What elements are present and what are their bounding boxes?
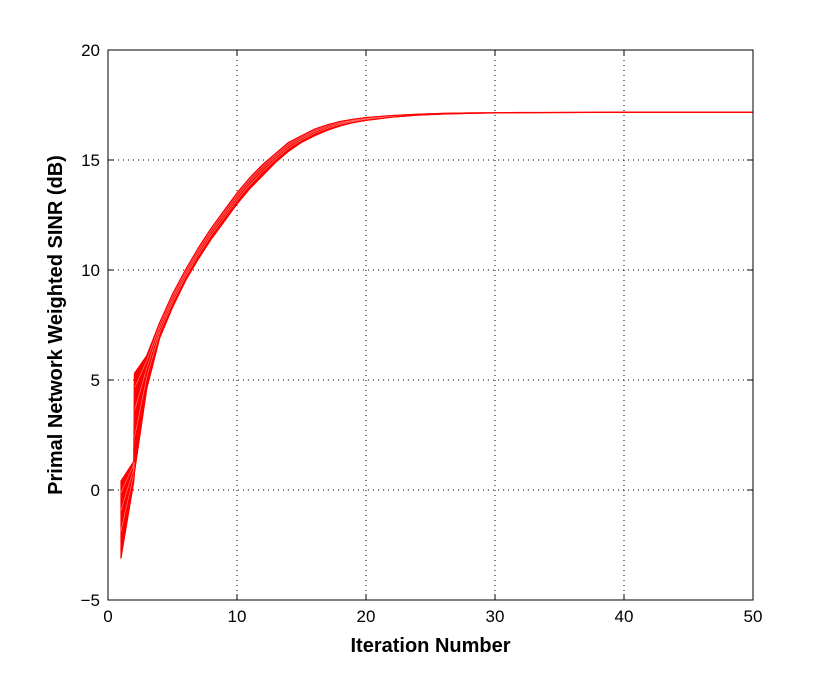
- x-tick-label: 50: [744, 607, 763, 626]
- plot-frame: [107, 49, 754, 601]
- x-axis-label: Iteration Number: [350, 635, 510, 657]
- series-line: [120, 111, 753, 559]
- y-tick-label: 0: [91, 481, 100, 500]
- y-tick-label: −5: [81, 591, 100, 610]
- y-tick-label: 5: [91, 371, 100, 390]
- grid: [108, 50, 753, 600]
- x-tick-label: 40: [615, 607, 634, 626]
- y-tick-label: 10: [81, 261, 100, 280]
- y-axis-label: Primal Network Weighted SINR (dB): [45, 155, 67, 495]
- x-tick-label: 10: [228, 607, 247, 626]
- y-tick-label: 20: [81, 41, 100, 60]
- x-tick-label: 30: [486, 607, 505, 626]
- y-tick-label: 15: [81, 151, 100, 170]
- x-tick-label: 20: [357, 607, 376, 626]
- x-tick-label: 0: [103, 607, 112, 626]
- data-band: [120, 111, 754, 559]
